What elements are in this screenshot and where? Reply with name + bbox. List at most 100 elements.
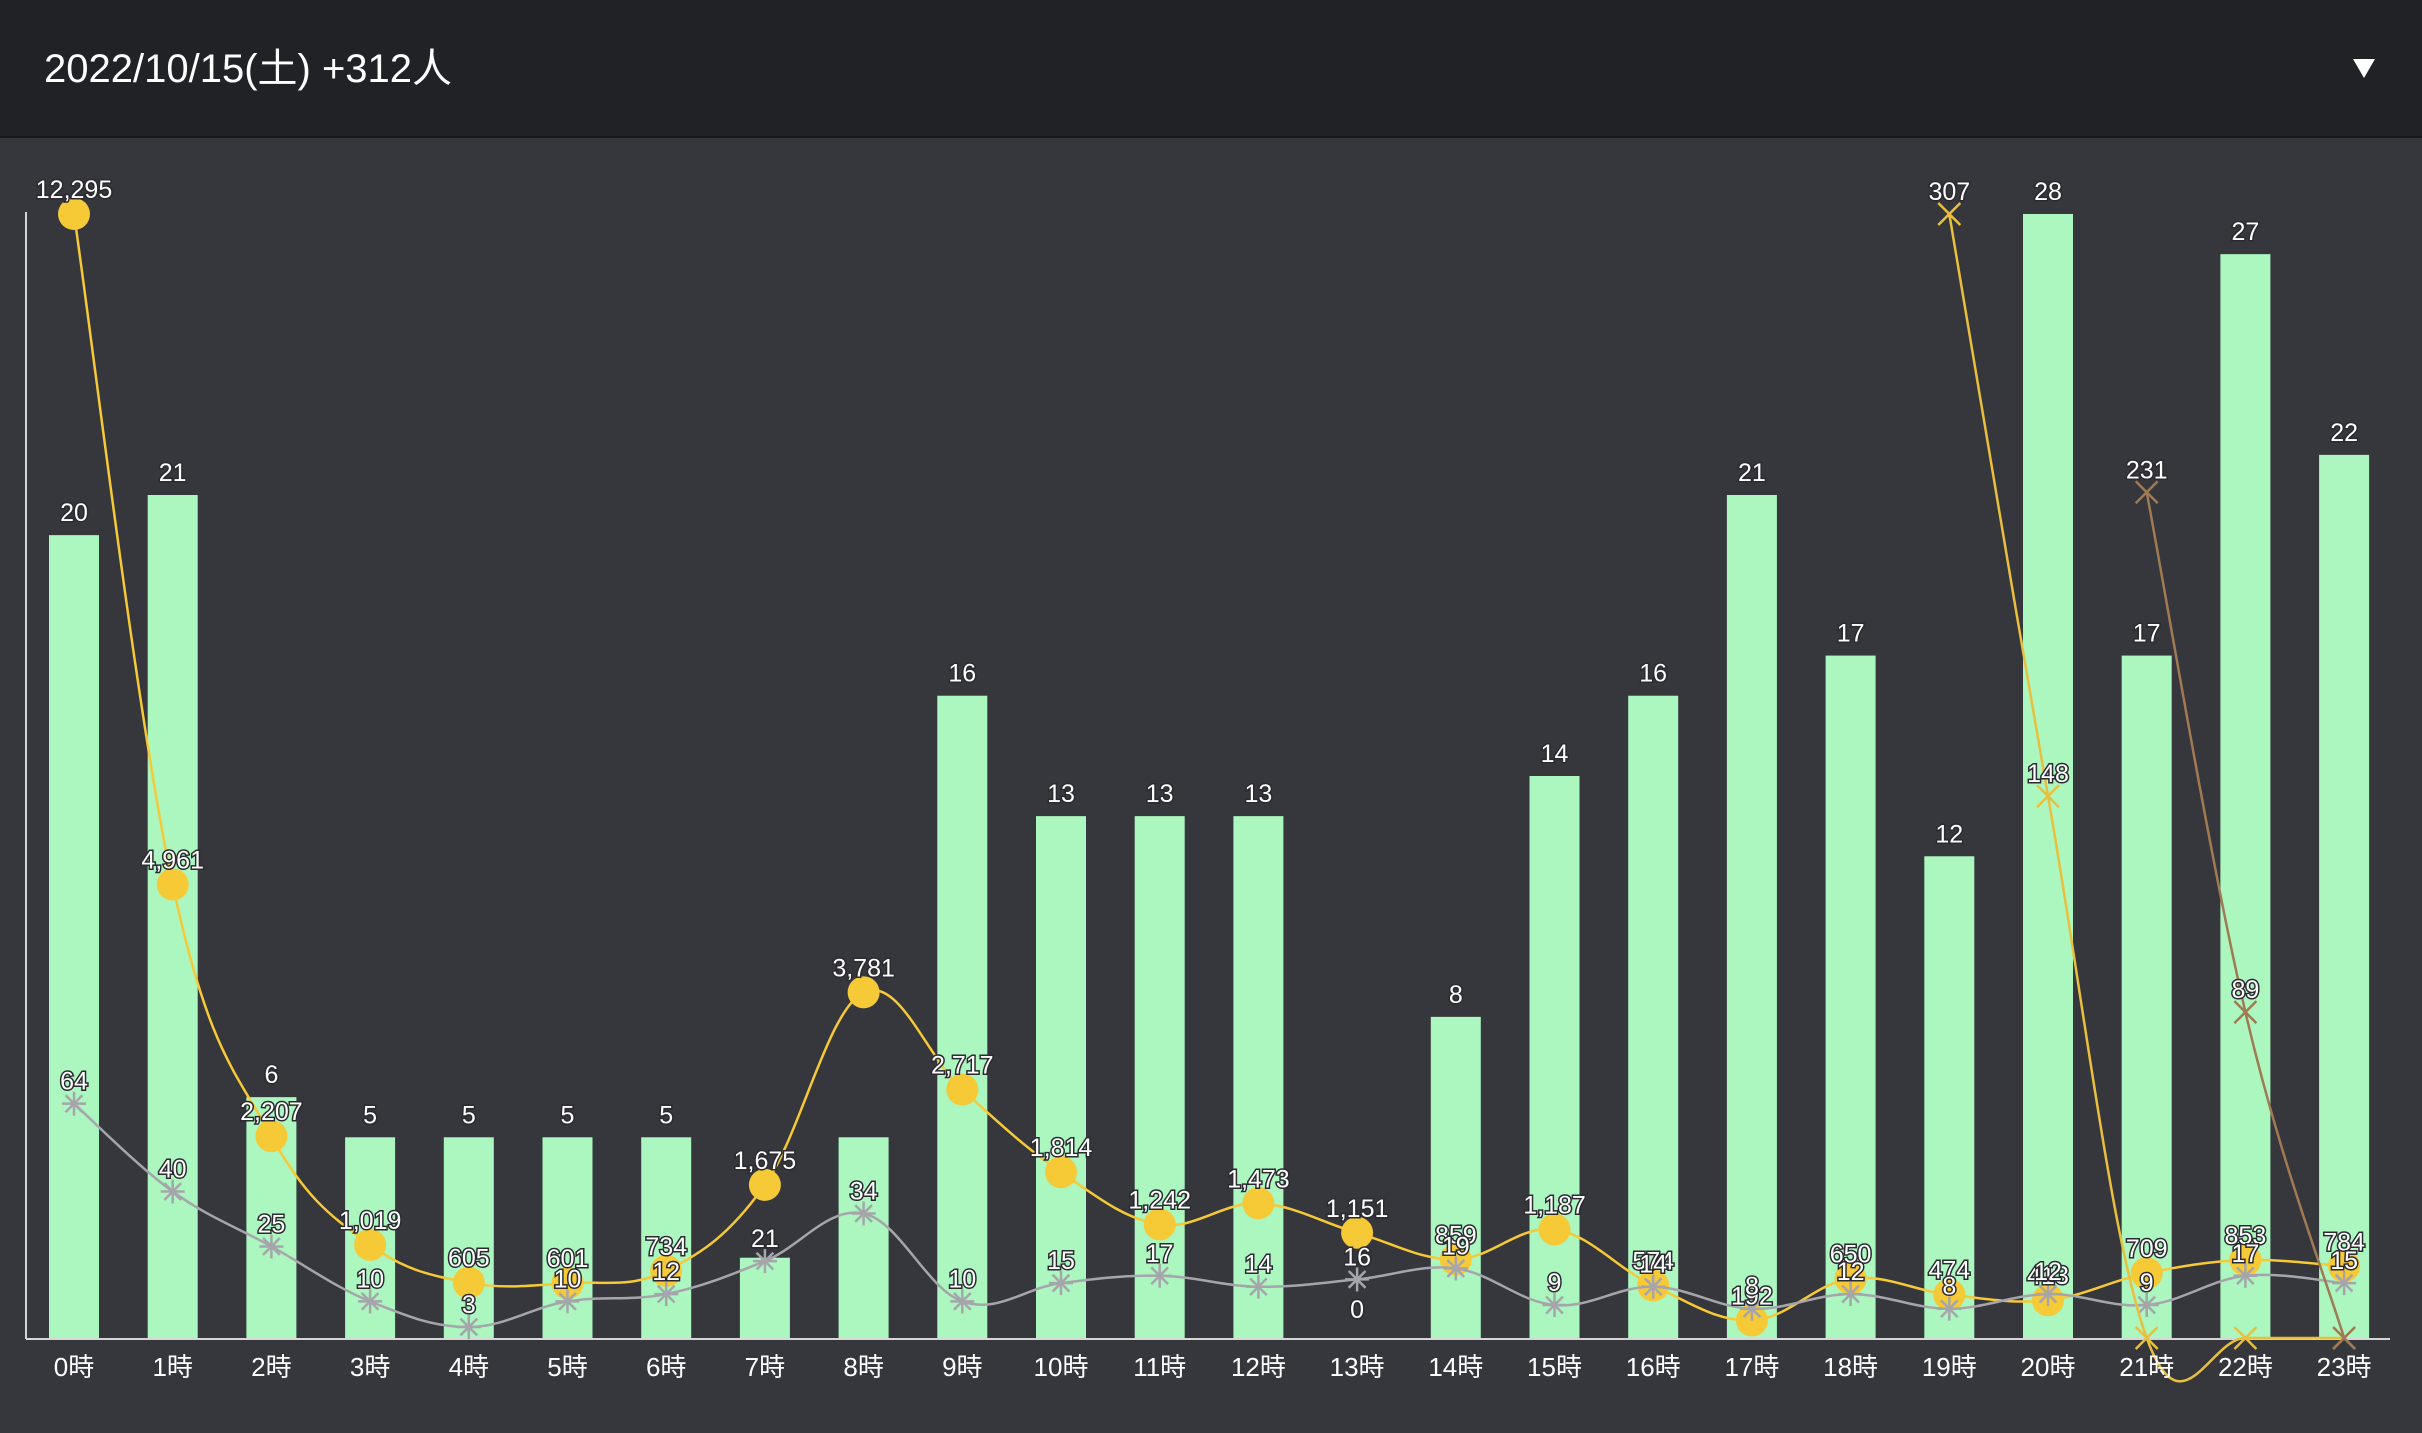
point: [354, 1228, 387, 1261]
line-label: 605: [448, 1245, 490, 1273]
line-label: 148: [2027, 760, 2069, 788]
bar-label: 22: [2330, 419, 2358, 447]
asterisk-stroke: [1446, 1259, 1466, 1278]
data-labels: 20 21 6 5 5 5 5 16 13 13 13 8 14 16 21 17 12 28 17 27 22 12,2…: [34, 175, 2366, 1326]
point: [1345, 1267, 1370, 1292]
point: [1538, 1213, 1571, 1246]
bar: [1430, 1016, 1481, 1338]
point: [1045, 1156, 1077, 1189]
line-label: 10: [554, 1265, 582, 1293]
asterisk-stroke: [1051, 1273, 1071, 1293]
bar-label: 17: [1837, 620, 1865, 648]
point: [654, 1282, 679, 1307]
x-tick-label: 16時: [1626, 1352, 1681, 1382]
bar: [1628, 695, 1679, 1338]
bar-label: 5: [561, 1101, 575, 1129]
bar-label: 5: [659, 1101, 673, 1129]
chart-area: 20 21 6 5 5 5 5 16 13 13 13 8 14 16 21 17 12 28 17 27 22 12,2…: [0, 140, 2422, 1428]
x-tick-label: 10時: [1034, 1352, 1089, 1382]
line-label: 3: [462, 1291, 476, 1319]
x-tick-label: 9時: [942, 1352, 982, 1382]
point: [1641, 1274, 1666, 1299]
series-line: [2145, 492, 2346, 1339]
bar-label: 5: [363, 1101, 377, 1129]
hourly-chart: 20 21 6 5 5 5 5 16 13 13 13 8 14 16 21 17 12 28 17 27 22 12,2…: [25, 175, 2390, 1383]
asterisk-stroke: [2137, 1295, 2156, 1315]
line-label: 40: [159, 1156, 187, 1184]
x-stroke: [1937, 202, 1962, 226]
point: [1341, 1216, 1374, 1249]
bar-label: 21: [1738, 459, 1766, 487]
x-tick-label: 7時: [745, 1352, 785, 1382]
x-tick-label: 22時: [2218, 1352, 2273, 1382]
bar: [1924, 856, 1975, 1338]
bar: [1036, 816, 1086, 1338]
point: [62, 1091, 86, 1116]
point: [456, 1315, 481, 1340]
bar: [1233, 816, 1284, 1338]
asterisk-stroke: [1347, 1270, 1367, 1289]
line-label: 8: [1942, 1273, 1956, 1301]
line-label: 2,207: [240, 1098, 303, 1126]
x-tick-label: 18時: [1823, 1352, 1878, 1382]
x-tick-label: 2時: [251, 1352, 291, 1382]
point: [1443, 1256, 1468, 1281]
line-label: 21: [751, 1225, 779, 1253]
point: [1542, 1293, 1567, 1318]
line-label: 14: [1244, 1251, 1272, 1279]
line-label: 413: [2027, 1262, 2069, 1290]
asterisk-stroke: [1545, 1295, 1564, 1315]
line-label: 12,295: [36, 176, 112, 204]
bar: [1134, 816, 1185, 1338]
x-tick-label: 4時: [449, 1352, 489, 1382]
series-line: [72, 213, 2345, 1322]
line-label: 9: [1548, 1269, 1562, 1297]
point: [58, 198, 90, 230]
line-label: 1,151: [1326, 1195, 1389, 1223]
dropdown-toggle-button[interactable]: [2336, 40, 2392, 96]
line-label: 16: [1343, 1243, 1371, 1271]
bar: [937, 695, 988, 1338]
bar-series: [49, 214, 2370, 1339]
point: [452, 1266, 485, 1299]
line-label: 9: [2140, 1269, 2154, 1297]
point: [555, 1289, 580, 1314]
bar-label: 5: [462, 1101, 476, 1129]
bar: [2023, 214, 2073, 1338]
x-tick-label: 21時: [2119, 1352, 2174, 1382]
x-tick-label: 1時: [152, 1352, 192, 1382]
line-label: 574: [1632, 1248, 1674, 1276]
line-label: 2,717: [931, 1052, 994, 1080]
x-tick-label: 12時: [1231, 1352, 1286, 1382]
line-label: 15: [1047, 1247, 1075, 1275]
asterisk-stroke: [558, 1292, 577, 1311]
x-stroke: [2134, 1326, 2159, 1350]
asterisk-stroke: [953, 1292, 972, 1311]
point: [847, 976, 880, 1009]
asterisk-stroke: [656, 1284, 676, 1304]
point: [2036, 1282, 2060, 1307]
bar: [49, 535, 99, 1338]
bar-label: 21: [159, 459, 187, 487]
point: [358, 1289, 383, 1314]
point: [1246, 1274, 1271, 1299]
x-tick-label: 5時: [547, 1352, 587, 1382]
asterisk-stroke: [2334, 1273, 2354, 1293]
point: [2134, 1293, 2159, 1318]
line-label: 14: [1639, 1251, 1667, 1279]
line-label: 89: [2231, 976, 2259, 1004]
bar-label: 20: [60, 499, 88, 527]
point: [1147, 1263, 1172, 1288]
point: [1242, 1187, 1275, 1220]
point: [255, 1120, 288, 1153]
x-tick-label: 11時: [1133, 1352, 1186, 1382]
bar-label: 6: [264, 1061, 278, 1089]
line-label: 859: [1435, 1221, 1477, 1249]
point: [946, 1073, 979, 1106]
bar: [2121, 655, 2172, 1338]
point: [2134, 1326, 2159, 1350]
bar-label: 16: [948, 660, 976, 688]
bar-label: 16: [1639, 660, 1667, 688]
line-label: 601: [547, 1245, 589, 1273]
line-label: 192: [1731, 1282, 1773, 1310]
